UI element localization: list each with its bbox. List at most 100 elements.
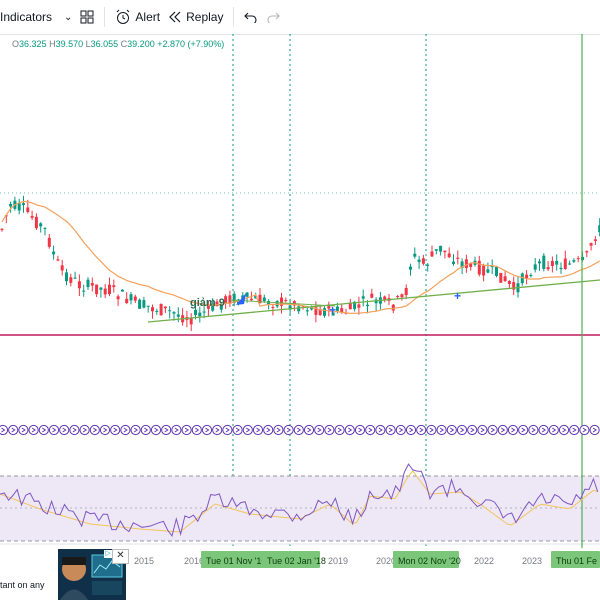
indicators-button[interactable]: Indicators ⌄ (0, 4, 76, 30)
chevron-right-icon (439, 427, 445, 433)
arrow-marker (236, 293, 246, 305)
event-marker[interactable] (293, 424, 304, 436)
event-marker[interactable] (48, 424, 60, 436)
time-axis-label: 2016 (184, 556, 204, 566)
event-marker[interactable] (467, 424, 478, 436)
candle-body (168, 310, 172, 312)
event-marker[interactable] (416, 424, 427, 436)
event-marker[interactable] (395, 424, 406, 436)
event-marker[interactable] (212, 424, 223, 436)
event-marker[interactable] (538, 424, 549, 436)
event-marker[interactable] (28, 424, 39, 436)
candle-body (490, 265, 494, 268)
candle-body (456, 257, 460, 259)
event-marker[interactable] (548, 424, 559, 436)
event-marker[interactable] (222, 424, 233, 436)
event-marker[interactable] (252, 424, 264, 436)
event-marker[interactable] (436, 424, 447, 436)
event-marker[interactable] (375, 424, 386, 436)
candle-body (288, 305, 292, 310)
event-marker[interactable] (263, 424, 274, 436)
ad-close-button[interactable]: ✕ (112, 549, 129, 564)
event-marker[interactable] (110, 424, 121, 436)
candle-body (335, 306, 339, 311)
event-marker[interactable] (18, 424, 29, 436)
event-marker[interactable] (140, 424, 151, 436)
event-marker[interactable] (273, 424, 284, 436)
event-marker[interactable] (344, 424, 355, 436)
event-marker[interactable] (181, 424, 192, 436)
event-marker[interactable] (507, 424, 519, 436)
event-marker[interactable] (365, 424, 376, 436)
event-marker[interactable] (518, 424, 529, 436)
chevron-right-icon (592, 427, 598, 433)
candle-body (232, 293, 236, 303)
event-marker[interactable] (579, 424, 590, 436)
event-marker[interactable] (201, 424, 213, 436)
candle-body (409, 266, 412, 270)
event-marker[interactable] (334, 424, 345, 436)
event-marker[interactable] (232, 424, 243, 436)
event-marker[interactable] (99, 424, 111, 436)
candle-body (426, 264, 430, 266)
event-marker[interactable] (528, 424, 539, 436)
redo-button[interactable] (262, 4, 284, 30)
undo-button[interactable] (240, 4, 262, 30)
candle-body (77, 281, 81, 289)
event-marker[interactable] (446, 424, 457, 436)
event-marker[interactable] (38, 424, 49, 436)
crosshair-time-badge (551, 551, 600, 568)
ad-choices-icon[interactable]: ▷ (104, 550, 112, 558)
event-marker[interactable] (59, 424, 70, 436)
event-marker[interactable] (303, 424, 315, 436)
candle-body (103, 288, 107, 295)
event-marker[interactable] (150, 424, 162, 436)
event-marker[interactable] (426, 424, 437, 436)
chevron-right-icon (501, 427, 506, 433)
event-marker[interactable] (242, 424, 253, 436)
replay-button[interactable]: Replay (164, 4, 227, 30)
crosshair-time-label: Thu 01 Fe (556, 556, 597, 566)
event-marker[interactable] (191, 424, 202, 436)
event-marker[interactable] (8, 424, 19, 436)
alert-button[interactable]: Alert (111, 4, 164, 30)
event-marker[interactable] (120, 424, 131, 436)
event-marker[interactable] (477, 424, 488, 436)
chevron-right-icon (348, 427, 353, 433)
event-marker[interactable] (89, 424, 100, 436)
candle-body (82, 290, 86, 292)
event-marker[interactable] (385, 424, 396, 436)
event-marker[interactable] (589, 424, 600, 436)
candle-body (99, 287, 103, 290)
event-marker[interactable] (569, 424, 580, 436)
chevron-right-icon (11, 427, 16, 433)
candle-body (499, 272, 503, 283)
event-marker[interactable] (161, 424, 172, 436)
event-marker[interactable] (354, 424, 366, 436)
event-marker[interactable] (283, 424, 294, 436)
event-marker[interactable] (69, 424, 80, 436)
candle-body (447, 253, 451, 258)
candle-body (396, 296, 400, 298)
candle-body (370, 293, 374, 298)
layouts-button[interactable] (76, 4, 98, 30)
event-marker[interactable] (497, 424, 508, 436)
candle-body (512, 282, 516, 290)
candle-body (30, 215, 34, 218)
event-marker[interactable] (130, 424, 141, 436)
candle-body (452, 261, 455, 264)
event-marker[interactable] (324, 424, 335, 436)
candle-body (189, 318, 193, 325)
event-marker[interactable] (171, 424, 182, 436)
candle-body (90, 283, 94, 286)
close-key: C (120, 39, 128, 49)
event-marker[interactable] (456, 424, 468, 436)
event-marker[interactable] (558, 424, 570, 436)
ad-banner[interactable] (58, 549, 126, 600)
event-marker[interactable] (79, 424, 90, 436)
event-marker[interactable] (487, 424, 498, 436)
event-marker[interactable] (405, 424, 417, 436)
event-marker[interactable] (314, 424, 325, 436)
chevron-right-icon (154, 427, 159, 433)
